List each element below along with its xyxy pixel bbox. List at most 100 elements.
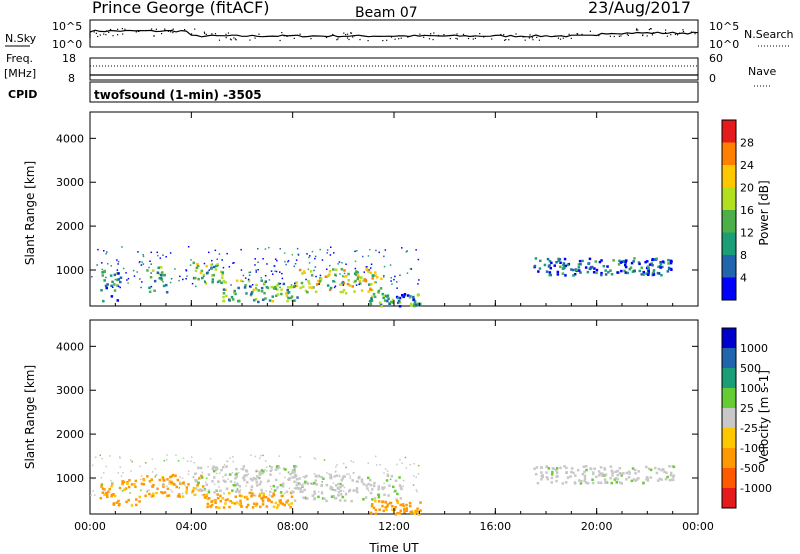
scatter-cell [383, 255, 385, 258]
data-cell [669, 259, 673, 263]
nsearch-point [234, 38, 236, 40]
data-cell [574, 474, 577, 477]
scatter-cell [391, 283, 393, 285]
data-cell [321, 497, 325, 500]
data-cell [216, 467, 219, 470]
data-cell [160, 266, 163, 269]
data-cell [377, 289, 381, 293]
scatter-cell [305, 278, 307, 281]
data-cell [171, 473, 175, 477]
scatter-cell [417, 258, 420, 261]
scatter-cell [329, 254, 332, 256]
data-cell [216, 496, 220, 500]
data-cell [150, 478, 153, 481]
scatter-cell [404, 456, 407, 459]
data-cell [216, 263, 219, 266]
scatter-cell [107, 263, 109, 265]
scatter-cell [250, 454, 252, 456]
scatter-cell [266, 263, 268, 265]
data-cell [332, 494, 335, 498]
scatter-cell [137, 251, 139, 253]
scatter-cell [389, 264, 392, 266]
scatter-cell [315, 275, 317, 278]
scatter-cell [314, 255, 317, 258]
data-cell [629, 266, 633, 269]
scatter-cell [247, 473, 250, 475]
data-cell [212, 273, 215, 277]
scatter-cell [119, 466, 121, 468]
x-tick-label: 04:00 [175, 520, 207, 533]
data-cell [225, 465, 228, 468]
data-cell [365, 484, 368, 487]
data-cell [339, 499, 342, 502]
data-cell [566, 263, 570, 267]
scatter-cell [323, 459, 326, 461]
data-cell [218, 279, 221, 283]
data-cell [289, 286, 292, 289]
data-cell [288, 477, 291, 480]
velocity-x-axis: 00:00 04:00 08:00 12:00 16:00 20:00 00:00 [74, 320, 714, 533]
nsearch-point [235, 39, 237, 41]
data-cell [112, 502, 116, 505]
scatter-cell [318, 283, 320, 285]
data-cell [369, 483, 373, 487]
scatter-cell [207, 466, 209, 468]
data-cell [166, 478, 169, 481]
data-cell [658, 477, 662, 481]
nsearch-point [528, 37, 530, 39]
scatter-cell [239, 489, 242, 491]
scatter-cell [253, 494, 256, 496]
data-cell [662, 468, 665, 471]
nsearch-point [560, 35, 562, 37]
data-cell [231, 489, 234, 492]
data-cell [210, 500, 213, 503]
data-cell [295, 284, 299, 287]
data-cell [276, 486, 279, 489]
data-cell [389, 501, 393, 505]
scatter-cell [213, 483, 216, 485]
data-cell [372, 292, 376, 296]
scatter-cell [155, 487, 158, 490]
scatter-cell [335, 470, 337, 472]
data-cell [301, 490, 304, 493]
data-cell [642, 273, 645, 276]
scatter-cell [205, 481, 207, 483]
data-cell [609, 477, 612, 480]
data-cell [200, 269, 204, 273]
data-cell [229, 499, 232, 503]
nsearch-point [218, 39, 221, 41]
scatter-cell [186, 460, 189, 463]
data-cell [600, 271, 603, 275]
data-cell [226, 498, 229, 501]
scatter-cell [185, 269, 187, 271]
scatter-cell [219, 472, 221, 474]
scatter-cell [365, 266, 368, 268]
data-cell [557, 257, 560, 261]
data-cell [311, 494, 314, 497]
data-cell [119, 280, 122, 284]
colorbar-swatch [722, 448, 736, 469]
scatter-cell [348, 473, 350, 475]
data-cell [606, 265, 609, 268]
data-cell [572, 471, 575, 475]
scatter-cell [240, 248, 242, 251]
scatter-cell [110, 265, 112, 267]
data-cell [128, 479, 131, 482]
scatter-cell [197, 467, 200, 469]
data-cell [215, 489, 218, 492]
freq-panel-frame [89, 57, 699, 81]
nsearch-point [443, 34, 445, 36]
data-cell [271, 300, 275, 303]
nsearch-point [491, 38, 493, 40]
data-cell [104, 284, 108, 288]
data-cell [134, 479, 138, 483]
data-cell [573, 273, 577, 276]
nsearch-point [618, 35, 620, 37]
data-cell [370, 297, 373, 300]
data-cell [289, 506, 292, 509]
data-cell [272, 505, 276, 508]
colorbar-tick: 8 [740, 249, 747, 262]
nsearch-point [254, 37, 256, 39]
data-cell [110, 295, 114, 298]
data-cell [305, 474, 308, 478]
